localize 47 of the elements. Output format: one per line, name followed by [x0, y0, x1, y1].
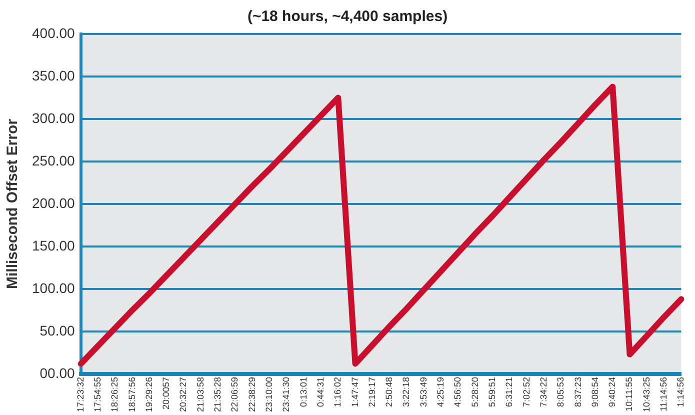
x-tick-label: 17:23:32	[75, 376, 86, 412]
x-tick-label: 21:35:28	[212, 376, 223, 412]
x-tick-label: 5:28:20	[470, 376, 480, 407]
x-tick-label: 4:56:50	[452, 376, 463, 407]
x-tick-label: 22:38:29	[246, 376, 257, 412]
y-tick-label: 350.00	[32, 67, 76, 84]
x-tick-label: 8:05:53	[556, 376, 566, 407]
x-tick-label: 0:13:01	[298, 376, 308, 407]
chart-title: (~18 hours, ~4,400 samples)	[247, 8, 448, 26]
x-tick-label: 19:29:26	[144, 376, 154, 412]
x-tick-label: 6:31:21	[504, 376, 514, 407]
x-tick-label: 9:08:54	[590, 376, 600, 407]
y-tick-label: 250.00	[32, 152, 76, 168]
x-tick-label: 11:14:56	[658, 376, 669, 412]
x-tick-label: 2:19:17	[366, 376, 377, 407]
x-tick-label: 21:03:58	[195, 376, 206, 412]
x-tick-label: 23:10:00	[264, 376, 274, 412]
y-tick-label: 150.00	[32, 237, 76, 254]
x-tick-label: 0:44:31	[315, 376, 326, 407]
x-tick-label: 1:16:02	[332, 376, 343, 407]
y-tick-label: 50.00	[40, 322, 76, 338]
x-tick-label: 4:25:19	[436, 376, 446, 407]
x-tick-label: 3:22:18	[401, 376, 412, 407]
x-tick-label: 7:02:52	[521, 376, 532, 407]
y-tick-label: 300.00	[32, 110, 76, 126]
x-tick-label: 3:53:49	[418, 376, 428, 407]
x-tick-label: 2:50:48	[384, 376, 394, 407]
x-tick-label: 20:32:27	[178, 376, 188, 412]
x-tick-label: 10:43:25	[641, 376, 652, 412]
x-tick-label: 1:47:47	[350, 376, 360, 407]
x-tick-label: 17:54:55	[92, 376, 102, 412]
x-tick-label: 8:37:23	[572, 376, 583, 407]
y-tick-label: 100.00	[32, 280, 76, 296]
y-tick-label: 00.00	[40, 364, 76, 381]
x-tick-label: 7:34:22	[538, 376, 548, 407]
x-tick-label: 20:0057	[161, 376, 172, 410]
y-tick-label: 400.00	[32, 24, 76, 41]
x-tick-label: 22:06:59	[230, 376, 240, 412]
x-tick-label: 5:59:51	[486, 376, 497, 407]
y-axis-title: Millisecond Offset Error	[4, 118, 22, 290]
x-tick-label: 10:11:55	[624, 376, 634, 412]
x-tick-label: 1:14:56	[676, 376, 686, 407]
y-tick-label: 200.00	[32, 194, 76, 211]
x-tick-label: 18:57:56	[126, 376, 137, 412]
x-tick-label: 18:26:25	[110, 376, 120, 412]
x-tick-label: 23:41:30	[281, 376, 292, 412]
x-tick-label: 9:40:24	[607, 376, 618, 407]
